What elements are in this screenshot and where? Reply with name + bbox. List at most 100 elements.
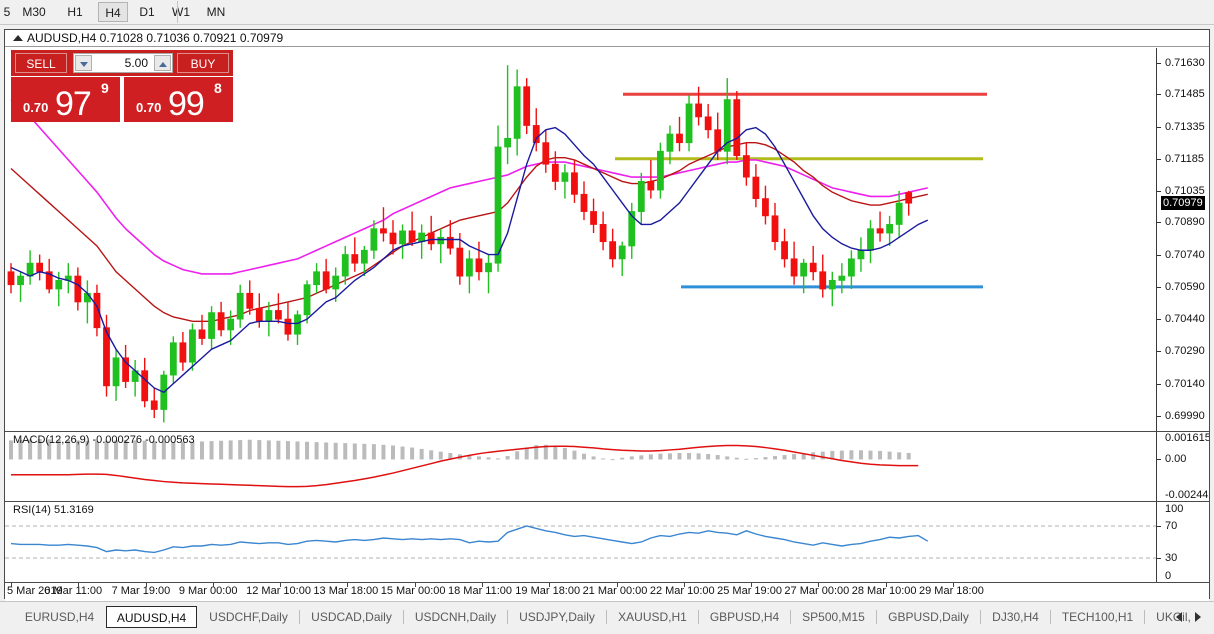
bid-price-main: 97 bbox=[55, 85, 92, 123]
tab-divider bbox=[1144, 610, 1145, 624]
chart-tab-audusd-h4[interactable]: AUDUSD,H4 bbox=[106, 606, 197, 628]
one-click-trade-panel[interactable]: SELL 5.00 BUY 0.70 97 9 0.70 99 8 bbox=[11, 50, 233, 123]
chart-tab-eurusd-h4[interactable]: EURUSD,H4 bbox=[24, 610, 95, 624]
timeframe-button-5[interactable]: 5 bbox=[3, 5, 11, 19]
time-axis-tick bbox=[212, 583, 214, 587]
chart-tab-xauusd-h1[interactable]: XAUUSD,H1 bbox=[618, 610, 687, 624]
time-axis-tick bbox=[347, 583, 349, 587]
tabs-scroll-left-icon[interactable] bbox=[1176, 612, 1182, 622]
macd-axis-label: -0.002443 bbox=[1165, 489, 1209, 501]
time-axis-label: 5 Mar 2019 bbox=[7, 585, 63, 597]
macd-axis-tick bbox=[1157, 459, 1161, 461]
rsi-pane[interactable]: 100 70 30 0 bbox=[5, 502, 1209, 582]
macd-pane[interactable]: 0.001615 0.00 -0.002443 bbox=[5, 432, 1209, 501]
time-axis-tick bbox=[885, 583, 887, 587]
time-axis-tick bbox=[414, 583, 416, 587]
time-axis-label: 28 Mar 10:00 bbox=[851, 585, 917, 597]
price-axis-tick bbox=[1157, 415, 1161, 417]
chart-tab-gbpusd-h4[interactable]: GBPUSD,H4 bbox=[709, 610, 780, 624]
macd-pane-separator bbox=[5, 431, 1209, 432]
timeframe-button-d1[interactable]: D1 bbox=[139, 5, 155, 19]
price-axis-label: 0.71485 bbox=[1165, 88, 1205, 101]
chart-tab-usdchf-daily[interactable]: USDCHF,Daily bbox=[209, 610, 288, 624]
symbol-header-row: AUDUSD,H4 0.71028 0.71036 0.70921 0.7097… bbox=[5, 30, 1209, 47]
price-y-axis[interactable]: 0.71630 0.71485 0.71335 0.71185 0.71035 0.708… bbox=[1157, 48, 1209, 431]
ask-price-base: 0.70 bbox=[136, 100, 162, 115]
time-axis-tick bbox=[751, 583, 753, 587]
time-axis-label: 7 Mar 19:00 bbox=[111, 585, 171, 597]
price-axis-tick bbox=[1157, 94, 1161, 96]
time-axis[interactable]: 5 Mar 2019 6 Mar 11:00 7 Mar 19:00 9 Mar 00… bbox=[5, 583, 1209, 601]
bid-price-base: 0.70 bbox=[23, 100, 49, 115]
chart-tab-sp500-m15[interactable]: SP500,M15 bbox=[802, 610, 865, 624]
chart-tab-dj30-h4[interactable]: DJ30,H4 bbox=[992, 610, 1039, 624]
price-axis-tick bbox=[1157, 191, 1161, 193]
volume-decrement-button[interactable] bbox=[75, 55, 92, 71]
chart-tab-usdjpy-daily[interactable]: USDJPY,Daily bbox=[519, 610, 595, 624]
time-axis-tick bbox=[280, 583, 282, 587]
bid-price-display[interactable]: 0.70 97 9 bbox=[11, 77, 120, 123]
time-axis-label: 22 Mar 10:00 bbox=[649, 585, 715, 597]
time-axis-label: 9 Mar 00:00 bbox=[178, 585, 238, 597]
price-axis-label: 0.71335 bbox=[1165, 120, 1205, 133]
rsi-axis-label: 30 bbox=[1165, 552, 1178, 564]
ask-price-main: 99 bbox=[168, 85, 205, 123]
price-axis-line bbox=[1156, 48, 1157, 431]
bid-price-fraction: 9 bbox=[101, 80, 109, 96]
timeframe-button-w1[interactable]: W1 bbox=[172, 5, 190, 19]
time-axis-tick bbox=[78, 583, 80, 587]
timeframe-button-m30[interactable]: M30 bbox=[22, 5, 46, 19]
chart-tab-usdcad-daily[interactable]: USDCAD,Daily bbox=[311, 610, 392, 624]
tab-divider bbox=[507, 610, 508, 624]
time-axis-tick bbox=[11, 583, 12, 587]
price-axis-label: 0.70890 bbox=[1165, 216, 1205, 229]
rsi-pane-separator bbox=[5, 501, 1209, 502]
timeframe-button-h1[interactable]: H1 bbox=[67, 5, 83, 19]
price-axis-label: 0.71035 bbox=[1165, 185, 1205, 198]
time-axis-label: 19 Mar 18:00 bbox=[515, 585, 581, 597]
chart-tab-tech100-h1[interactable]: TECH100,H1 bbox=[1061, 610, 1134, 624]
macd-axis-label: 0.00 bbox=[1165, 453, 1187, 466]
chart-tab-usdcnh-daily[interactable]: USDCNH,Daily bbox=[414, 610, 497, 624]
tab-divider bbox=[299, 610, 300, 624]
timeframe-toolbar: 5 M30 H1 H4 D1 W1 MN bbox=[0, 0, 1214, 25]
current-price-label: 0.70979 bbox=[1161, 196, 1205, 211]
chevron-up-icon bbox=[159, 62, 167, 67]
symbol-ohlc-text: AUDUSD,H4 0.71028 0.71036 0.70921 0.7097… bbox=[27, 31, 284, 45]
price-axis-label: 0.71185 bbox=[1165, 152, 1204, 165]
tab-divider bbox=[1050, 610, 1051, 624]
tabs-scroll-right-icon[interactable] bbox=[1195, 612, 1201, 622]
time-axis-label: 25 Mar 19:00 bbox=[717, 585, 782, 597]
sell-button[interactable]: SELL bbox=[15, 53, 67, 73]
collapse-triangle-icon[interactable] bbox=[13, 35, 23, 41]
macd-indicator-label: MACD(12,26,9) -0.000276 -0.000563 bbox=[13, 434, 195, 446]
volume-increment-button[interactable] bbox=[154, 55, 171, 71]
timeframe-button-h4[interactable]: H4 bbox=[98, 2, 128, 22]
time-axis-tick bbox=[683, 583, 685, 587]
tab-divider bbox=[876, 610, 877, 624]
volume-value: 5.00 bbox=[124, 56, 148, 70]
time-axis-label: 15 Mar 00:00 bbox=[380, 585, 446, 597]
time-axis-tick bbox=[549, 583, 551, 587]
buy-button[interactable]: BUY bbox=[177, 53, 229, 73]
rsi-axis-label: 100 bbox=[1165, 503, 1184, 515]
rsi-axis-line bbox=[1156, 502, 1157, 582]
tab-divider bbox=[606, 610, 607, 624]
price-axis-label: 0.70740 bbox=[1165, 248, 1205, 261]
time-axis-label: 27 Mar 00:00 bbox=[784, 585, 850, 597]
price-axis-tick bbox=[1157, 158, 1161, 160]
price-axis-label: 0.70440 bbox=[1165, 313, 1205, 326]
rsi-indicator-label: RSI(14) 51.3169 bbox=[13, 504, 94, 516]
ask-price-display[interactable]: 0.70 99 8 bbox=[124, 77, 233, 123]
time-axis-tick bbox=[818, 583, 820, 587]
volume-stepper[interactable]: 5.00 bbox=[73, 53, 173, 73]
time-axis-tick bbox=[482, 583, 483, 587]
tab-divider bbox=[980, 610, 981, 624]
time-axis-tick bbox=[616, 583, 618, 587]
price-axis-tick bbox=[1157, 126, 1161, 128]
timeframe-button-mn[interactable]: MN bbox=[206, 5, 226, 19]
chevron-down-icon bbox=[80, 62, 88, 67]
chart-tab-gbpusd-daily[interactable]: GBPUSD,Daily bbox=[888, 610, 969, 624]
chart-tab-ukoil[interactable]: UKOil, bbox=[1156, 610, 1191, 624]
time-axis-tick bbox=[953, 583, 954, 587]
